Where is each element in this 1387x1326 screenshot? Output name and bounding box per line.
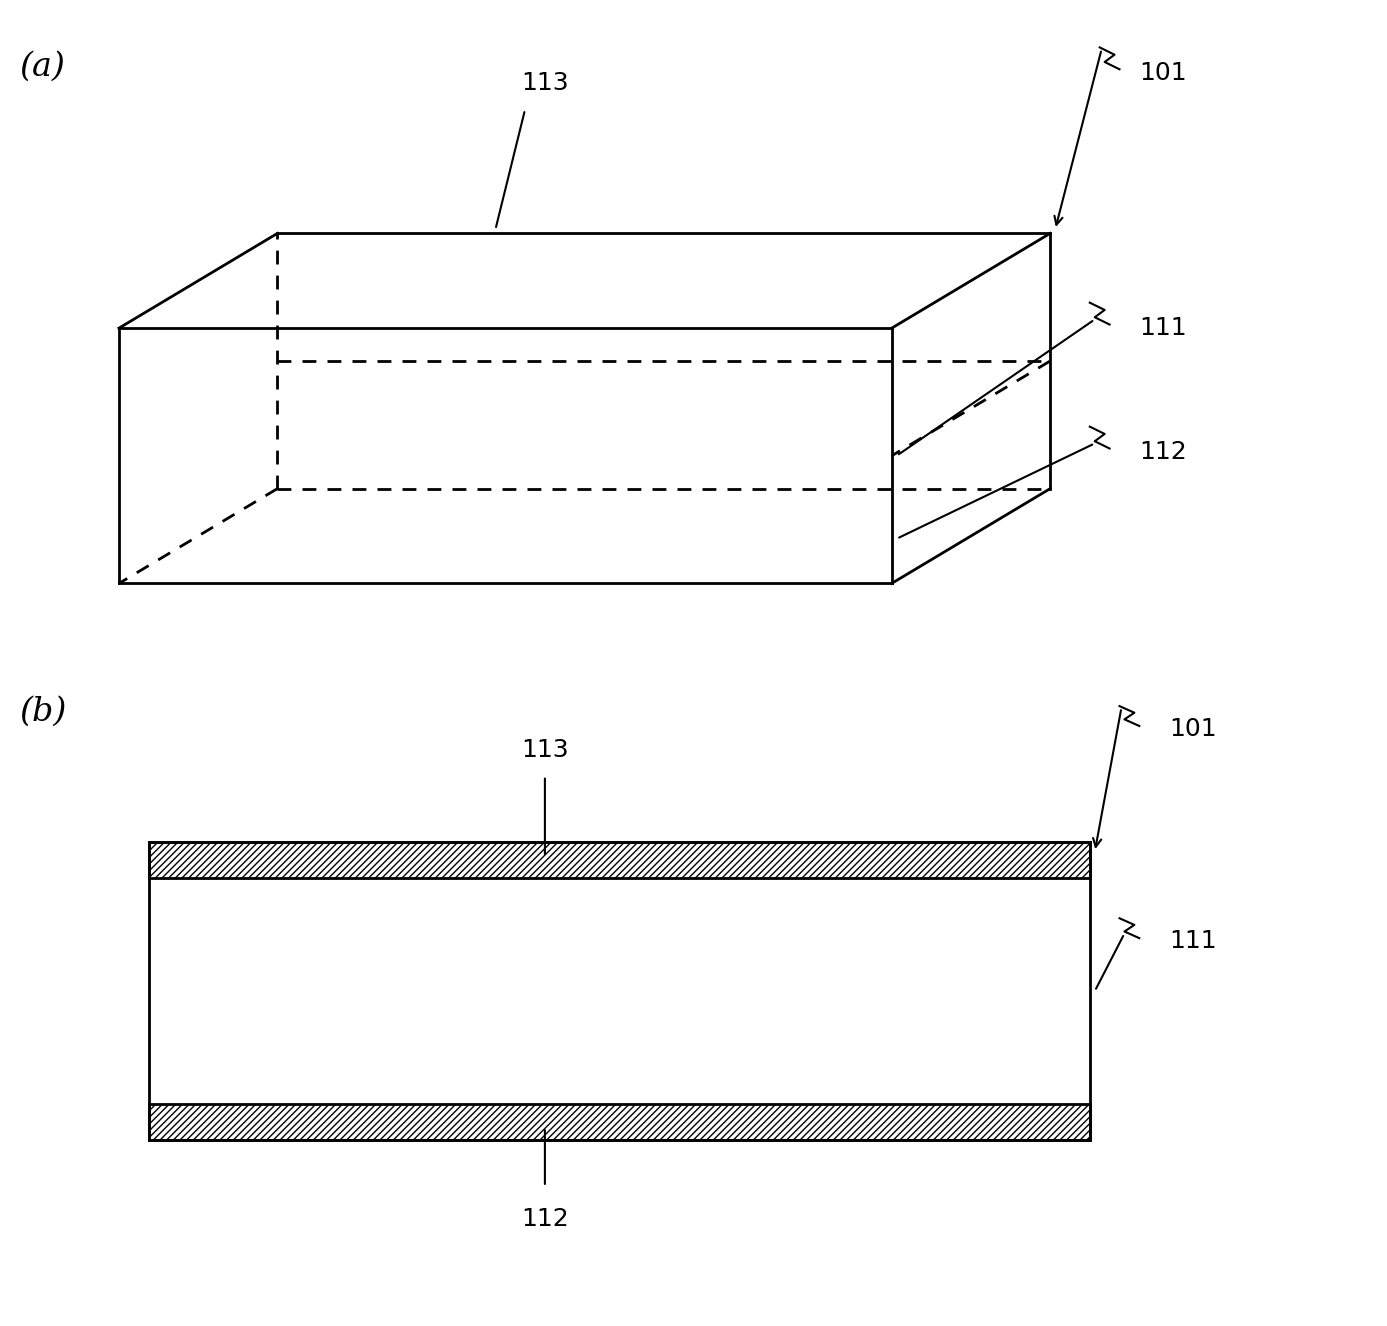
Text: (b): (b): [19, 696, 67, 728]
Bar: [148, 1103, 1090, 1140]
Bar: [148, 878, 1090, 1103]
Bar: [148, 842, 1090, 1140]
Text: 112: 112: [522, 1207, 569, 1231]
Text: 101: 101: [1169, 717, 1216, 741]
Text: 101: 101: [1139, 61, 1187, 85]
Text: 111: 111: [1169, 930, 1216, 953]
Text: 113: 113: [522, 70, 569, 95]
Text: 113: 113: [522, 739, 569, 762]
Text: (a): (a): [19, 50, 65, 84]
Text: 112: 112: [1139, 440, 1187, 464]
Text: 111: 111: [1139, 316, 1187, 341]
Bar: [148, 842, 1090, 878]
